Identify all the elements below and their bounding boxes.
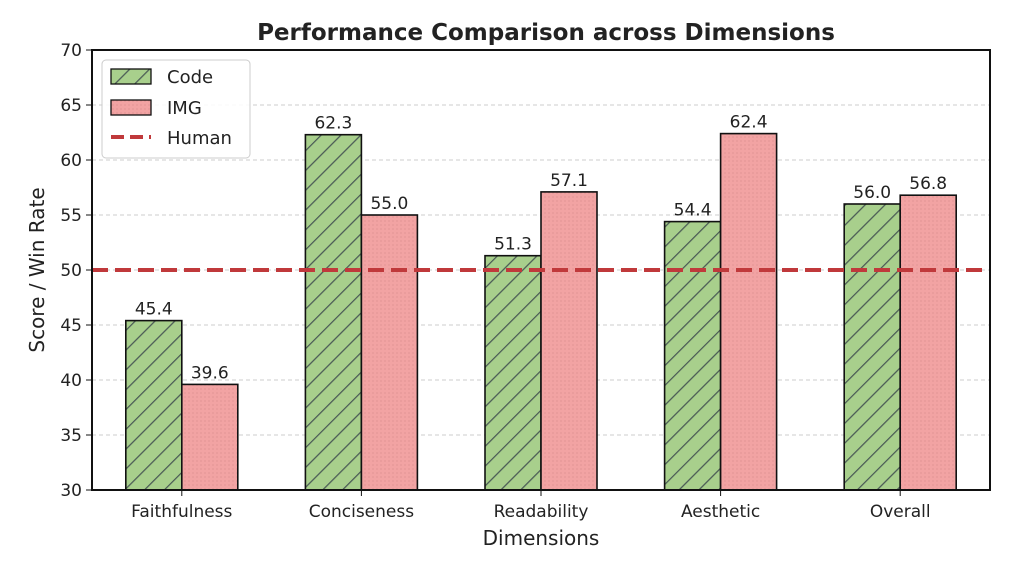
- chart-title: Performance Comparison across Dimensions: [257, 20, 835, 46]
- bar-code: [843, 203, 902, 491]
- bar-img: [899, 194, 958, 491]
- y-tick-label: 35: [60, 426, 82, 446]
- y-tick-label: 55: [60, 206, 82, 226]
- bar-code: [484, 254, 542, 491]
- y-tick-label: 70: [60, 41, 82, 61]
- legend-label-human: Human: [167, 128, 232, 149]
- data-label: 45.4: [135, 300, 173, 320]
- data-label: 62.3: [314, 114, 352, 134]
- data-label: 51.3: [494, 235, 532, 255]
- x-tick-label: Overall: [870, 502, 931, 522]
- data-label: 55.0: [370, 194, 408, 214]
- bar-img: [719, 132, 778, 491]
- bar-img: [360, 214, 419, 491]
- y-tick-label: 45: [60, 316, 82, 336]
- bar-code: [304, 133, 363, 491]
- data-label: 62.4: [730, 113, 768, 133]
- y-axis-label: Score / Win Rate: [25, 187, 49, 352]
- y-tick-label: 40: [60, 371, 82, 391]
- x-tick-label: Faithfulness: [131, 502, 232, 522]
- data-label: 56.0: [853, 183, 891, 203]
- y-tick-label: 60: [60, 151, 82, 171]
- y-tick-label: 30: [60, 481, 82, 501]
- legend: Code IMG Human: [101, 59, 251, 159]
- data-label: 54.4: [674, 201, 712, 221]
- legend-label-img: IMG: [167, 98, 202, 119]
- y-tick-label: 50: [60, 261, 82, 281]
- x-tick-label: Readability: [494, 502, 589, 522]
- legend-label-code: Code: [167, 67, 213, 88]
- y-tick-label: 65: [60, 96, 82, 116]
- data-label: 39.6: [191, 363, 229, 383]
- bar-code: [663, 220, 722, 491]
- legend-swatch-code: [110, 68, 152, 85]
- bar-img: [181, 383, 239, 491]
- data-label: 56.8: [909, 174, 947, 194]
- data-label: 57.1: [550, 171, 588, 191]
- bar-code: [125, 319, 183, 491]
- legend-swatch-img: [110, 99, 152, 116]
- x-tick-label: Aesthetic: [681, 502, 760, 522]
- x-tick-label: Conciseness: [309, 502, 415, 522]
- x-axis-label: Dimensions: [483, 526, 600, 550]
- bar-img: [540, 191, 598, 491]
